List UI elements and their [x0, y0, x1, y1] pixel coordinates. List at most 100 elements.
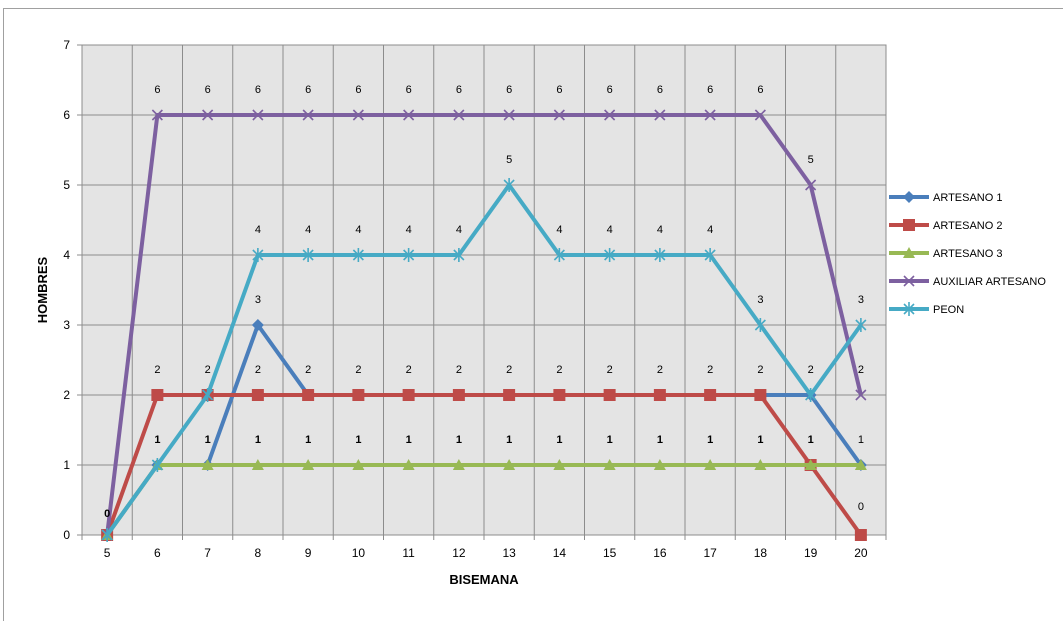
legend-label: ARTESANO 3: [933, 248, 1003, 260]
data-label: 6: [657, 84, 663, 96]
y-tick-label: 0: [63, 528, 70, 542]
data-label: 1: [506, 434, 512, 446]
data-label: 1: [305, 434, 311, 446]
data-label: 1: [757, 434, 763, 446]
legend-marker: [903, 219, 915, 231]
data-label: 4: [556, 224, 562, 236]
x-tick-label: 9: [305, 546, 312, 560]
legend-label: ARTESANO 1: [933, 192, 1003, 204]
x-tick-label: 14: [553, 546, 567, 560]
data-label: 2: [355, 364, 361, 376]
x-tick-label: 12: [452, 546, 466, 560]
series-point: [503, 389, 515, 401]
x-tick-label: 19: [804, 546, 818, 560]
series-point: [855, 529, 867, 541]
data-label: 1: [556, 434, 562, 446]
data-label: 4: [707, 224, 713, 236]
data-label: 2: [556, 364, 562, 376]
series-point: [252, 389, 264, 401]
data-label: 6: [255, 84, 261, 96]
data-label: 2: [808, 364, 814, 376]
legend-item-2: ARTESANO 2: [889, 219, 1003, 232]
data-label: 1: [808, 434, 814, 446]
data-label: 5: [808, 154, 814, 166]
data-label: 2: [154, 364, 160, 376]
data-label: 2: [406, 364, 412, 376]
data-label: 1: [858, 434, 864, 446]
data-label: 3: [255, 294, 261, 306]
x-tick-label: 20: [854, 546, 868, 560]
data-label: 6: [205, 84, 211, 96]
data-label: 2: [456, 364, 462, 376]
series-point: [302, 389, 314, 401]
data-label: 1: [255, 434, 261, 446]
data-label: 4: [607, 224, 613, 236]
data-label: 6: [305, 84, 311, 96]
x-tick-label: 8: [255, 546, 262, 560]
series-point: [352, 389, 364, 401]
y-tick-label: 4: [63, 248, 70, 262]
data-label: 4: [657, 224, 663, 236]
data-label: 0: [104, 508, 110, 520]
data-label: 2: [205, 364, 211, 376]
data-label: 6: [707, 84, 713, 96]
x-tick-label: 13: [502, 546, 516, 560]
data-label: 4: [355, 224, 361, 236]
series-point: [403, 389, 415, 401]
data-label: 1: [205, 434, 211, 446]
data-label: 6: [456, 84, 462, 96]
series-point: [754, 389, 766, 401]
data-label: 1: [657, 434, 663, 446]
series-point: [654, 389, 666, 401]
y-tick-label: 3: [63, 318, 70, 332]
data-label: 1: [707, 434, 713, 446]
x-tick-label: 11: [402, 546, 415, 560]
data-label: 1: [406, 434, 412, 446]
series-point: [604, 389, 616, 401]
series-point: [553, 389, 565, 401]
x-tick-label: 17: [703, 546, 717, 560]
data-label: 1: [456, 434, 462, 446]
x-tick-label: 10: [352, 546, 366, 560]
data-label: 2: [707, 364, 713, 376]
legend-label: AUXILIAR ARTESANO: [933, 276, 1046, 288]
x-tick-label: 5: [104, 546, 111, 560]
data-label: 2: [858, 364, 864, 376]
data-label: 6: [506, 84, 512, 96]
data-label: 4: [305, 224, 311, 236]
x-tick-label: 16: [653, 546, 667, 560]
data-label: 1: [607, 434, 613, 446]
x-tick-label: 6: [154, 546, 161, 560]
data-label: 6: [154, 84, 160, 96]
data-label: 4: [456, 224, 462, 236]
data-label: 4: [406, 224, 412, 236]
series-point: [151, 389, 163, 401]
data-label: 6: [355, 84, 361, 96]
data-label: 6: [607, 84, 613, 96]
legend-label: PEON: [933, 304, 964, 316]
data-label: 1: [355, 434, 361, 446]
data-label: 1: [154, 434, 160, 446]
y-tick-label: 7: [63, 38, 70, 52]
data-label: 2: [255, 364, 261, 376]
x-tick-label: 7: [204, 546, 211, 560]
y-axis-title: HOMBRES: [35, 256, 50, 323]
series-point: [453, 389, 465, 401]
data-label: 6: [556, 84, 562, 96]
x-tick-label: 18: [754, 546, 768, 560]
data-label: 6: [757, 84, 763, 96]
series-point: [704, 389, 716, 401]
x-axis-title: BISEMANA: [449, 572, 519, 587]
y-tick-label: 2: [63, 388, 70, 402]
data-label: 3: [858, 294, 864, 306]
data-label: 2: [607, 364, 613, 376]
y-tick-label: 6: [63, 108, 70, 122]
data-label: 4: [255, 224, 261, 236]
data-label: 2: [657, 364, 663, 376]
data-label: 2: [305, 364, 311, 376]
x-tick-label: 15: [603, 546, 617, 560]
data-label: 2: [757, 364, 763, 376]
y-tick-label: 1: [63, 458, 70, 472]
